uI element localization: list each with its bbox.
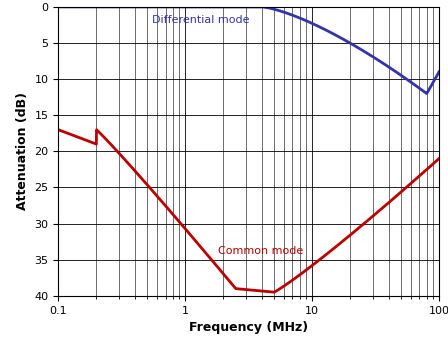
Text: Differential mode: Differential mode xyxy=(152,15,250,25)
Text: Common mode: Common mode xyxy=(218,246,303,256)
Y-axis label: Attenuation (dB): Attenuation (dB) xyxy=(16,92,29,211)
X-axis label: Frequency (MHz): Frequency (MHz) xyxy=(189,321,308,334)
